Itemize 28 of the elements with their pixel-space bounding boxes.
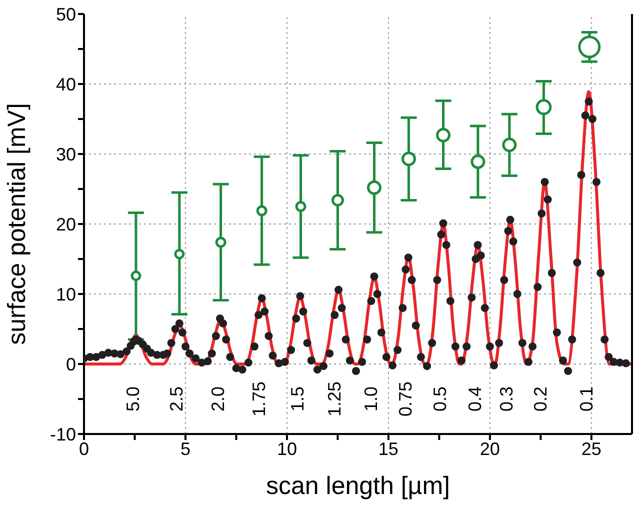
y-tick-label: -10 <box>50 424 76 444</box>
y-tick-label: 20 <box>56 214 76 234</box>
annotation: 2.0 <box>208 386 228 412</box>
y-tick-label: 0 <box>66 354 76 374</box>
x-tick-label: 15 <box>378 438 398 459</box>
annotation: 0.75 <box>396 381 416 417</box>
annotation: 0.2 <box>530 386 551 412</box>
x-axis-title: scan length [µm] <box>266 472 450 500</box>
y-tick-label: 50 <box>56 4 76 24</box>
annotation: 2.5 <box>166 386 186 412</box>
annotation: 1.5 <box>288 386 308 412</box>
y-tick-label: 10 <box>56 284 76 304</box>
annotation: 5.0 <box>122 386 143 412</box>
annotation: 0.5 <box>430 386 450 412</box>
x-tick-label: 20 <box>480 438 500 459</box>
x-tick-label: 10 <box>276 438 297 459</box>
annotation: 0.1 <box>576 386 596 412</box>
x-tick-label: 25 <box>581 438 602 459</box>
y-axis-title: surface potential [mV] <box>2 103 31 345</box>
annotation: 0.4 <box>464 386 485 412</box>
annotation: 1.25 <box>324 381 345 417</box>
x-tick-label: 0 <box>78 438 90 459</box>
x-tick-label: 5 <box>180 438 190 459</box>
y-tick-label: 30 <box>56 144 76 164</box>
annotation: 1.75 <box>248 381 269 417</box>
y-tick-label: 40 <box>56 74 76 94</box>
annotation: 0.3 <box>496 386 516 412</box>
annotation: 1.0 <box>361 386 382 412</box>
